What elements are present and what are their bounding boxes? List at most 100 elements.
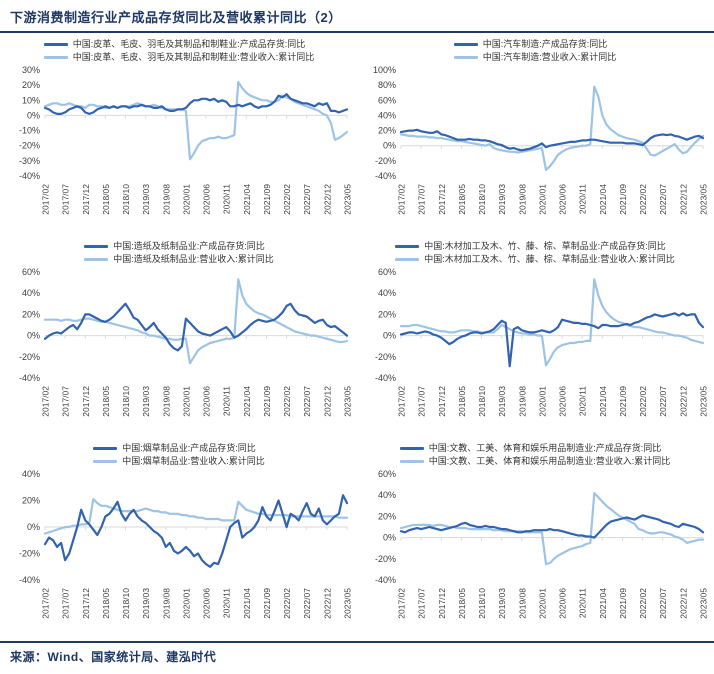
series-line-light: [399, 85, 705, 172]
y-axis-tick-label: -30%: [19, 156, 40, 166]
x-axis-tick-label: 2019/03: [141, 588, 151, 619]
y-axis-tick-label: -10%: [19, 126, 40, 136]
chart-leather-footwear: 中国:皮革、毛皮、羽毛及其制品和制鞋业:产成品存货:同比 中国:皮革、毛皮、羽毛及…: [4, 35, 354, 237]
x-axis-tick-label: 2023/05: [343, 386, 353, 417]
chart-automobile: 中国:汽车制造:产成品存货:同比 中国:汽车制造:营业收入:累计同比 100% 80…: [360, 35, 710, 237]
x-axis-tick-label: 2018/05: [101, 588, 111, 619]
report-footer: 来源：Wind、国家统计局、建泓时代: [0, 641, 714, 674]
x-axis-tick-label: 2020/06: [558, 588, 568, 619]
x-axis-tick-label: 2020/01: [181, 386, 191, 417]
x-axis-tick-label: 2017/07: [61, 386, 71, 417]
x-axis-tick-label: 2020/06: [202, 386, 212, 417]
y-axis-tick-label: 0%: [383, 141, 396, 151]
x-axis-tick-label: 2018/10: [121, 386, 131, 417]
chart-legend: 中国:文教、工美、体育和娱乐用品制造业:产成品存货:同比中国:文教、工美、体育和…: [399, 442, 670, 468]
legend-line-swatch: [399, 460, 424, 463]
x-axis-tick-label: 2019/03: [497, 386, 507, 417]
x-axis-tick-label: 2019/03: [497, 184, 507, 215]
y-axis-tick-label: -40%: [375, 373, 396, 383]
legend-item[interactable]: 中国:汽车制造:产成品存货:同比: [453, 38, 607, 51]
x-axis-tick-label: 2019/08: [161, 184, 171, 215]
x-axis-tick-label: 2023/05: [699, 386, 709, 417]
series-line-dark: [43, 302, 349, 352]
legend-item[interactable]: 中国:文教、工美、体育和娱乐用品制造业:营业收入:累计同比: [399, 455, 670, 468]
x-axis-tick-label: 2017/02: [397, 184, 407, 215]
x-axis-tick-label: 2018/05: [457, 386, 467, 417]
x-axis-tick-label: 2017/12: [81, 386, 91, 417]
x-axis-tick-label: 2020/01: [537, 386, 547, 417]
legend-item[interactable]: 中国:汽车制造:营业收入:累计同比: [453, 51, 617, 64]
y-axis-tick-label: -40%: [19, 171, 40, 181]
y-axis-tick-label: -40%: [19, 575, 40, 585]
x-axis-tick-label: 2017/07: [417, 588, 427, 619]
x-axis-tick-label: 2017/02: [41, 184, 51, 215]
y-axis-tick-label: -40%: [375, 575, 396, 585]
legend-item[interactable]: 中国:文教、工美、体育和娱乐用品制造业:产成品存货:同比: [399, 442, 662, 455]
y-axis-tick-label: 20%: [22, 496, 40, 506]
legend-item[interactable]: 中国:造纸及纸制品业:营业收入:累计同比: [84, 253, 274, 266]
legend-item[interactable]: 中国:木材加工及木、竹、藤、棕、草制品业:产成品存货:同比: [395, 240, 666, 253]
chart-plot: 60% 40% 20% 0% -20% -40%2017/02 2017/07 2017/12…: [375, 267, 709, 417]
report-header: 下游消费制造行业产成品存货同比及营收累计同比（2）: [0, 0, 714, 33]
y-axis-tick-label: 80%: [378, 80, 396, 90]
x-axis-tick-label: 2020/11: [222, 184, 232, 214]
x-axis-tick-label: 2017/12: [437, 386, 447, 417]
x-axis-tick-label: 2021/09: [262, 184, 272, 215]
x-axis-tick-label: 2018/10: [477, 386, 487, 417]
x-axis-tick-label: 2017/02: [41, 386, 51, 417]
x-axis-tick-label: 2020/06: [558, 386, 568, 417]
x-axis-tick-label: 2017/12: [437, 588, 447, 619]
x-axis-tick-label: 2019/08: [517, 184, 527, 215]
x-axis-tick-label: 2023/05: [699, 588, 709, 619]
series-line-light: [43, 278, 349, 365]
x-axis-tick-label: 2020/01: [181, 184, 191, 215]
x-axis-tick-label: 2020/01: [537, 184, 547, 215]
x-axis-tick-label: 2021/09: [618, 386, 628, 417]
legend-item[interactable]: 中国:造纸及纸制品业:产成品存货:同比: [84, 240, 265, 253]
legend-label: 中国:文教、工美、体育和娱乐用品制造业:产成品存货:同比: [428, 443, 662, 453]
plot-area: 40% 20% 0% -20% -40% 2017/02 2017/07 2017/12 201…: [5, 468, 353, 641]
chart-legend: 中国:造纸及纸制品业:产成品存货:同比 中国:造纸及纸制品业:营业收入:累计同比: [84, 240, 274, 266]
legend-item[interactable]: 中国:烟草制品业:营业收入:累计同比: [93, 455, 265, 468]
x-axis-tick-label: 2019/08: [161, 588, 171, 619]
x-axis-tick-label: 2017/02: [41, 588, 51, 619]
x-axis-tick-label: 2021/04: [598, 588, 608, 619]
legend-item[interactable]: 中国:木材加工及木、竹、藤、棕、草制品业:营业收入:累计同比: [395, 253, 675, 266]
x-axis-tick-label: 2022/02: [638, 386, 648, 417]
y-axis-tick-label: -20%: [19, 141, 40, 151]
x-axis-tick-label: 2021/09: [262, 386, 272, 417]
series-line-dark: [399, 312, 705, 368]
series-line-dark: [43, 93, 349, 116]
y-axis-tick-label: -40%: [19, 373, 40, 383]
x-axis-tick-label: 2022/12: [322, 184, 332, 215]
x-axis-tick-label: 2022/02: [282, 386, 292, 417]
x-axis-tick-label: 2021/04: [242, 588, 252, 619]
chart-legend: 中国:烟草制品业:产成品存货:同比 中国:烟草制品业:营业收入:累计同比: [93, 442, 265, 468]
x-axis-tick-label: 2022/07: [658, 184, 668, 215]
series-line-dark: [399, 514, 705, 539]
x-axis-tick-label: 2020/11: [222, 588, 232, 618]
chart-legend: 中国:木材加工及木、竹、藤、棕、草制品业:产成品存货:同比 中国:木材加工及木、竹…: [395, 240, 675, 266]
chart-wood-products: 中国:木材加工及木、竹、藤、棕、草制品业:产成品存货:同比 中国:木材加工及木、竹…: [360, 237, 710, 439]
y-axis-tick-label: 60%: [378, 95, 396, 105]
legend-item[interactable]: 中国:皮革、毛皮、羽毛及其制品和制鞋业:产成品存货:同比: [43, 38, 305, 51]
x-axis-tick-label: 2019/03: [141, 386, 151, 417]
x-axis-tick-label: 2017/12: [81, 588, 91, 619]
legend-line-swatch: [93, 460, 118, 463]
x-axis-tick-label: 2019/08: [517, 386, 527, 417]
legend-item[interactable]: 中国:烟草制品业:产成品存货:同比: [93, 442, 256, 455]
legend-item[interactable]: 中国:皮革、毛皮、羽毛及其制品和制鞋业:营业收入:累计同比: [43, 51, 314, 64]
x-axis-tick-label: 2023/05: [699, 184, 709, 215]
x-axis-tick-label: 2022/12: [322, 386, 332, 417]
y-axis-tick-label: -20%: [19, 549, 40, 559]
x-axis-tick-label: 2021/09: [262, 588, 272, 619]
legend-label: 中国:汽车制造:营业收入:累计同比: [482, 52, 617, 62]
y-axis-tick-label: 0%: [27, 110, 40, 120]
legend-line-swatch: [43, 56, 68, 59]
y-axis-tick-label: 20%: [378, 126, 396, 136]
x-axis-tick-label: 2019/08: [161, 386, 171, 417]
x-axis-tick-label: 2017/07: [417, 386, 427, 417]
x-axis-tick-label: 2022/07: [658, 588, 668, 619]
x-axis-tick-label: 2018/10: [121, 184, 131, 215]
y-axis-tick-label: 40%: [378, 490, 396, 500]
